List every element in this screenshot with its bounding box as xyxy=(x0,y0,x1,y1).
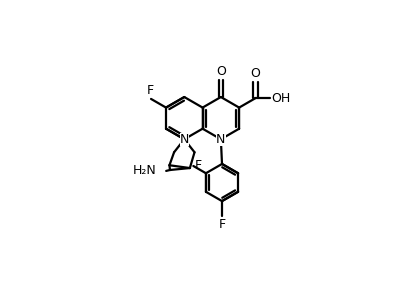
Text: N: N xyxy=(216,133,225,146)
Text: OH: OH xyxy=(270,92,290,105)
Text: O: O xyxy=(215,65,225,78)
Text: H₂N: H₂N xyxy=(133,164,157,177)
Text: F: F xyxy=(146,84,154,97)
Text: F: F xyxy=(218,218,225,231)
Text: N: N xyxy=(179,133,188,146)
Text: F: F xyxy=(194,159,201,172)
Text: O: O xyxy=(250,67,259,80)
